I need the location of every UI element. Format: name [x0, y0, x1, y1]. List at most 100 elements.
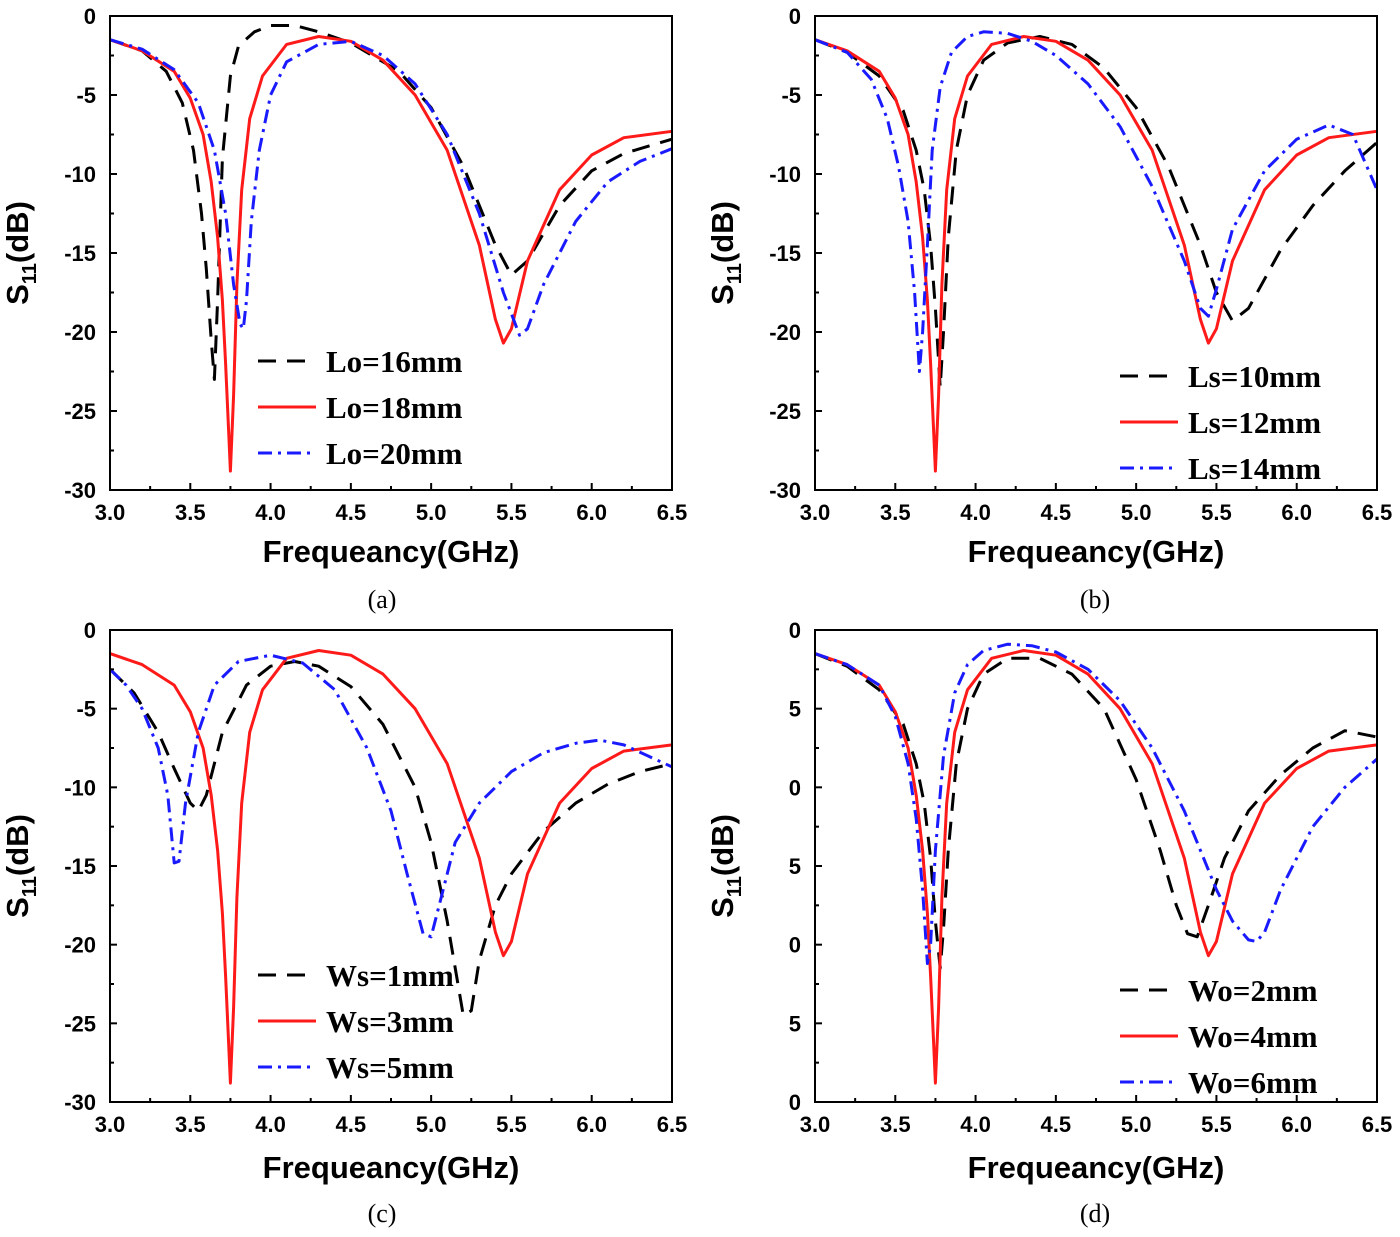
y-axis-label-sub: 11 [724, 263, 746, 284]
y-axis-label: S11(dB) [0, 201, 41, 305]
series-line-Lo=20mm [109, 38, 673, 337]
y-tick-label: 0 [789, 775, 801, 800]
x-tick-label: 6.5 [657, 500, 688, 525]
series-line-Wo=6mm [814, 642, 1378, 965]
y-axis-label-unit: (dB) [705, 814, 740, 876]
y-axis-label-main: S [705, 284, 740, 305]
y-tick-label: -30 [64, 478, 96, 503]
panel-caption: (a) [368, 585, 397, 614]
y-tick-label: 5 [789, 697, 801, 722]
x-tick-label: 5.5 [1201, 500, 1232, 525]
legend-label: Wo=6mm [1188, 1065, 1318, 1100]
legend-label: Lo=16mm [326, 344, 463, 379]
x-tick-label: 4.5 [1041, 1112, 1072, 1137]
y-tick-label: 0 [789, 618, 801, 643]
x-tick-label: 5.0 [1121, 500, 1152, 525]
legend-label: Wo=4mm [1188, 1019, 1318, 1054]
series-line-Wo=4mm [814, 649, 1378, 1085]
x-tick-label: 4.0 [255, 1112, 286, 1137]
y-tick-label: -30 [64, 1090, 96, 1115]
series-line-Ws=1mm [108, 660, 673, 1017]
x-tick-label: 5.0 [416, 500, 447, 525]
y-tick-label: 0 [789, 4, 801, 29]
y-tick-label: -25 [769, 399, 801, 424]
x-tick-label: 6.0 [1281, 1112, 1312, 1137]
x-tick-label: 6.5 [1362, 500, 1393, 525]
x-tick-label: 3.5 [880, 1112, 911, 1137]
series-line-Ls=14mm [814, 30, 1379, 373]
x-tick-label: 4.0 [255, 500, 286, 525]
legend-label: Ls=12mm [1188, 405, 1321, 440]
y-tick-label: -15 [769, 241, 801, 266]
y-axis-label-main: S [0, 897, 35, 918]
x-tick-label: 5.5 [496, 1112, 527, 1137]
x-tick-label: 3.5 [880, 500, 911, 525]
x-tick-label: 4.5 [1041, 500, 1072, 525]
y-tick-label: -25 [64, 399, 96, 424]
x-tick-label: 5.5 [496, 500, 527, 525]
x-axis-label: Frequeancy(GHz) [968, 534, 1225, 569]
legend-label: Wo=2mm [1188, 973, 1318, 1008]
series-line-Ws=3mm [109, 649, 673, 1085]
legend-label: Ws=3mm [326, 1004, 454, 1039]
y-axis-label-unit: (dB) [705, 201, 740, 263]
chart-panel-d: 3.0 3.5 4.0 4.5 5.0 5.5 6.0 6.5 0 5 0 5 0 5 0 Frequeanc… [705, 618, 1392, 1228]
x-tick-label: 3.0 [95, 1112, 126, 1137]
chart-panel-b: 3.0 3.5 4.0 4.5 5.0 5.5 6.0 6.5 0 -5 -10 -15 -20 -25 -… [705, 4, 1392, 614]
y-tick-label: -20 [64, 933, 96, 958]
y-tick-label: 0 [789, 1090, 801, 1115]
y-tick-label: -20 [64, 320, 96, 345]
x-tick-label: 4.5 [336, 500, 367, 525]
x-tick-label: 3.0 [800, 1112, 831, 1137]
y-tick-label: -20 [769, 320, 801, 345]
y-tick-label: 0 [84, 4, 96, 29]
y-axis-label-sub: 11 [19, 876, 41, 897]
x-tick-label: 5.0 [1121, 1112, 1152, 1137]
y-tick-label: -10 [769, 162, 801, 187]
y-axis-label-sub: 11 [19, 263, 41, 284]
x-tick-label: 3.0 [95, 500, 126, 525]
series-line-Ws=5mm [108, 653, 673, 939]
legend-label: Ws=1mm [326, 958, 454, 993]
series-line-Wo=2mm [814, 652, 1378, 970]
y-tick-label: -10 [64, 775, 96, 800]
x-axis-label: Frequeancy(GHz) [263, 1150, 520, 1185]
legend-label: Ls=10mm [1188, 359, 1321, 394]
series-line-Lo=16mm [109, 24, 673, 381]
y-tick-label: -5 [781, 83, 801, 108]
y-axis-label-unit: (dB) [0, 814, 35, 876]
y-tick-label: 0 [789, 933, 801, 958]
x-tick-label: 3.5 [175, 500, 206, 525]
y-axis-label-sub: 11 [724, 876, 746, 897]
panel-caption: (b) [1080, 585, 1110, 614]
y-axis-label-main: S [705, 897, 740, 918]
panel-caption: (c) [368, 1199, 397, 1228]
y-tick-label: -10 [64, 162, 96, 187]
y-axis-label: S11(dB) [705, 201, 746, 305]
y-tick-label: -25 [64, 1011, 96, 1036]
legend-label: Lo=18mm [326, 390, 463, 425]
y-tick-label: -5 [76, 83, 96, 108]
x-tick-label: 3.5 [175, 1112, 206, 1137]
y-axis-label: S11(dB) [705, 814, 746, 918]
x-tick-label: 4.0 [960, 1112, 991, 1137]
x-tick-label: 5.5 [1201, 1112, 1232, 1137]
x-tick-label: 6.0 [1281, 500, 1312, 525]
x-tick-label: 6.0 [576, 500, 607, 525]
y-axis-label-unit: (dB) [0, 201, 35, 263]
chart-panel-a: 3.0 3.5 4.0 4.5 5.0 5.5 6.0 6.5 0 -5 -10 -15 -20 -25 -… [0, 4, 687, 614]
x-tick-label: 3.0 [800, 500, 831, 525]
x-tick-label: 6.5 [657, 1112, 688, 1137]
series-line-Lo=18mm [109, 35, 673, 473]
y-axis-label: S11(dB) [0, 814, 41, 918]
x-tick-label: 4.5 [336, 1112, 367, 1137]
chart-panel-c: 3.0 3.5 4.0 4.5 5.0 5.5 6.0 6.5 0 -5 -10 -15 -20 -25 -… [0, 618, 687, 1228]
x-axis-label: Frequeancy(GHz) [968, 1150, 1225, 1185]
legend-label: Lo=20mm [326, 436, 463, 471]
y-tick-label: -5 [76, 697, 96, 722]
x-tick-label: 5.0 [416, 1112, 447, 1137]
legend-label: Ws=5mm [326, 1050, 454, 1085]
series-line-Ls=10mm [814, 35, 1378, 389]
x-axis-label: Frequeancy(GHz) [263, 534, 520, 569]
